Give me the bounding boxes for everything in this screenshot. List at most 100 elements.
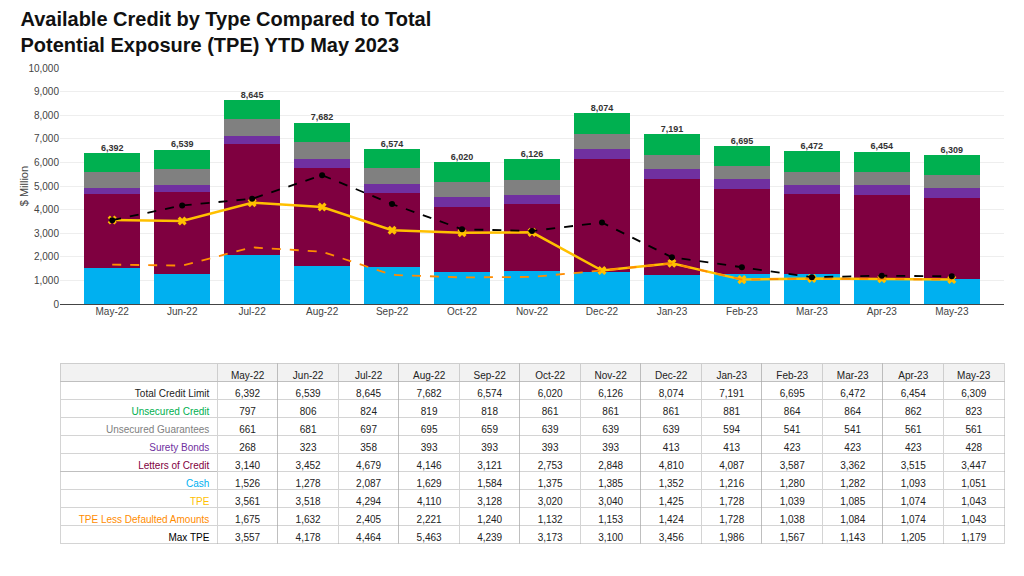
svg-text:May-22: May-22 bbox=[231, 370, 265, 381]
svg-text:4,110: 4,110 bbox=[417, 496, 442, 507]
svg-text:6,309: 6,309 bbox=[941, 145, 964, 155]
svg-text:3,447: 3,447 bbox=[961, 460, 986, 471]
svg-text:1,074: 1,074 bbox=[901, 514, 926, 525]
svg-text:1,039: 1,039 bbox=[780, 496, 805, 507]
svg-text:3,587: 3,587 bbox=[780, 460, 805, 471]
svg-text:806: 806 bbox=[300, 406, 317, 417]
svg-text:Available Credit by Type Compa: Available Credit by Type Compared to Tot… bbox=[20, 8, 431, 56]
svg-text:1,051: 1,051 bbox=[961, 478, 986, 489]
svg-text:861: 861 bbox=[663, 406, 680, 417]
svg-text:561: 561 bbox=[905, 424, 922, 435]
svg-text:3,561: 3,561 bbox=[235, 496, 260, 507]
svg-text:6,472: 6,472 bbox=[840, 388, 865, 399]
svg-text:3,020: 3,020 bbox=[538, 496, 563, 507]
svg-text:423: 423 bbox=[905, 442, 922, 453]
svg-text:3,456: 3,456 bbox=[659, 532, 684, 543]
svg-text:Nov-22: Nov-22 bbox=[595, 370, 628, 381]
svg-text:Jul-22: Jul-22 bbox=[239, 306, 267, 317]
svg-text:594: 594 bbox=[723, 424, 740, 435]
svg-text:6,020: 6,020 bbox=[538, 388, 563, 399]
svg-text:7,191: 7,191 bbox=[661, 124, 684, 134]
svg-text:323: 323 bbox=[300, 442, 317, 453]
svg-text:Feb-23: Feb-23 bbox=[776, 370, 808, 381]
svg-text:2,753: 2,753 bbox=[538, 460, 563, 471]
svg-text:Unsecured Guarantees: Unsecured Guarantees bbox=[106, 424, 209, 435]
svg-text:1,526: 1,526 bbox=[235, 478, 260, 489]
svg-text:Unsecured Credit: Unsecured Credit bbox=[132, 406, 210, 417]
svg-text:1,675: 1,675 bbox=[235, 514, 260, 525]
svg-text:639: 639 bbox=[542, 424, 559, 435]
svg-text:1,143: 1,143 bbox=[840, 532, 865, 543]
svg-text:4,294: 4,294 bbox=[356, 496, 381, 507]
svg-text:Jan-23: Jan-23 bbox=[716, 370, 747, 381]
svg-text:1,038: 1,038 bbox=[780, 514, 805, 525]
svg-text:1,280: 1,280 bbox=[780, 478, 805, 489]
svg-text:864: 864 bbox=[784, 406, 801, 417]
svg-text:6,695: 6,695 bbox=[780, 388, 805, 399]
svg-text:6,020: 6,020 bbox=[451, 152, 474, 162]
svg-text:6,000: 6,000 bbox=[34, 157, 59, 168]
svg-text:3,362: 3,362 bbox=[840, 460, 865, 471]
svg-text:2,221: 2,221 bbox=[417, 514, 442, 525]
svg-text:4,087: 4,087 bbox=[719, 460, 744, 471]
svg-text:1,425: 1,425 bbox=[659, 496, 684, 507]
svg-text:413: 413 bbox=[663, 442, 680, 453]
svg-text:1,153: 1,153 bbox=[598, 514, 623, 525]
svg-text:8,074: 8,074 bbox=[659, 388, 684, 399]
svg-text:1,132: 1,132 bbox=[538, 514, 563, 525]
svg-text:1,043: 1,043 bbox=[961, 514, 986, 525]
svg-text:358: 358 bbox=[360, 442, 377, 453]
svg-text:3,140: 3,140 bbox=[235, 460, 260, 471]
svg-text:1,986: 1,986 bbox=[719, 532, 744, 543]
svg-text:6,126: 6,126 bbox=[598, 388, 623, 399]
svg-text:1,216: 1,216 bbox=[719, 478, 744, 489]
svg-text:2,087: 2,087 bbox=[356, 478, 381, 489]
svg-text:10,000: 10,000 bbox=[28, 63, 59, 74]
svg-text:639: 639 bbox=[663, 424, 680, 435]
svg-text:Jul-22: Jul-22 bbox=[355, 370, 383, 381]
svg-text:Surety Bonds: Surety Bonds bbox=[149, 442, 209, 453]
svg-text:6,392: 6,392 bbox=[101, 143, 124, 153]
svg-text:428: 428 bbox=[965, 442, 982, 453]
svg-text:Dec-22: Dec-22 bbox=[586, 306, 619, 317]
svg-text:1,385: 1,385 bbox=[598, 478, 623, 489]
svg-text:3,121: 3,121 bbox=[477, 460, 502, 471]
svg-text:Sep-22: Sep-22 bbox=[376, 306, 409, 317]
svg-text:Sep-22: Sep-22 bbox=[474, 370, 507, 381]
svg-text:697: 697 bbox=[360, 424, 377, 435]
svg-text:7,682: 7,682 bbox=[417, 388, 442, 399]
svg-text:6,454: 6,454 bbox=[901, 388, 926, 399]
svg-text:Feb-23: Feb-23 bbox=[726, 306, 758, 317]
svg-text:Cash: Cash bbox=[186, 478, 209, 489]
svg-text:Jun-22: Jun-22 bbox=[293, 370, 324, 381]
svg-text:561: 561 bbox=[965, 424, 982, 435]
svg-text:1,375: 1,375 bbox=[538, 478, 563, 489]
svg-text:268: 268 bbox=[239, 442, 256, 453]
svg-text:4,239: 4,239 bbox=[477, 532, 502, 543]
svg-text:8,074: 8,074 bbox=[591, 103, 614, 113]
svg-text:393: 393 bbox=[421, 442, 438, 453]
svg-text:7,682: 7,682 bbox=[311, 112, 334, 122]
svg-text:861: 861 bbox=[542, 406, 559, 417]
svg-text:1,728: 1,728 bbox=[719, 496, 744, 507]
svg-text:1,205: 1,205 bbox=[901, 532, 926, 543]
svg-text:Total Credit Limit: Total Credit Limit bbox=[135, 388, 210, 399]
svg-text:818: 818 bbox=[481, 406, 498, 417]
svg-text:541: 541 bbox=[844, 424, 861, 435]
svg-text:3,173: 3,173 bbox=[538, 532, 563, 543]
svg-text:May-23: May-23 bbox=[957, 370, 991, 381]
svg-text:Oct-22: Oct-22 bbox=[535, 370, 565, 381]
svg-text:Aug-22: Aug-22 bbox=[306, 306, 339, 317]
svg-text:4,178: 4,178 bbox=[296, 532, 321, 543]
svg-text:3,518: 3,518 bbox=[296, 496, 321, 507]
svg-text:2,848: 2,848 bbox=[598, 460, 623, 471]
svg-text:4,464: 4,464 bbox=[356, 532, 381, 543]
svg-text:4,679: 4,679 bbox=[356, 460, 381, 471]
svg-text:824: 824 bbox=[360, 406, 377, 417]
svg-text:1,352: 1,352 bbox=[659, 478, 684, 489]
svg-text:Jan-23: Jan-23 bbox=[657, 306, 688, 317]
svg-text:423: 423 bbox=[784, 442, 801, 453]
svg-text:8,645: 8,645 bbox=[356, 388, 381, 399]
svg-text:1,084: 1,084 bbox=[840, 514, 865, 525]
svg-text:881: 881 bbox=[723, 406, 740, 417]
